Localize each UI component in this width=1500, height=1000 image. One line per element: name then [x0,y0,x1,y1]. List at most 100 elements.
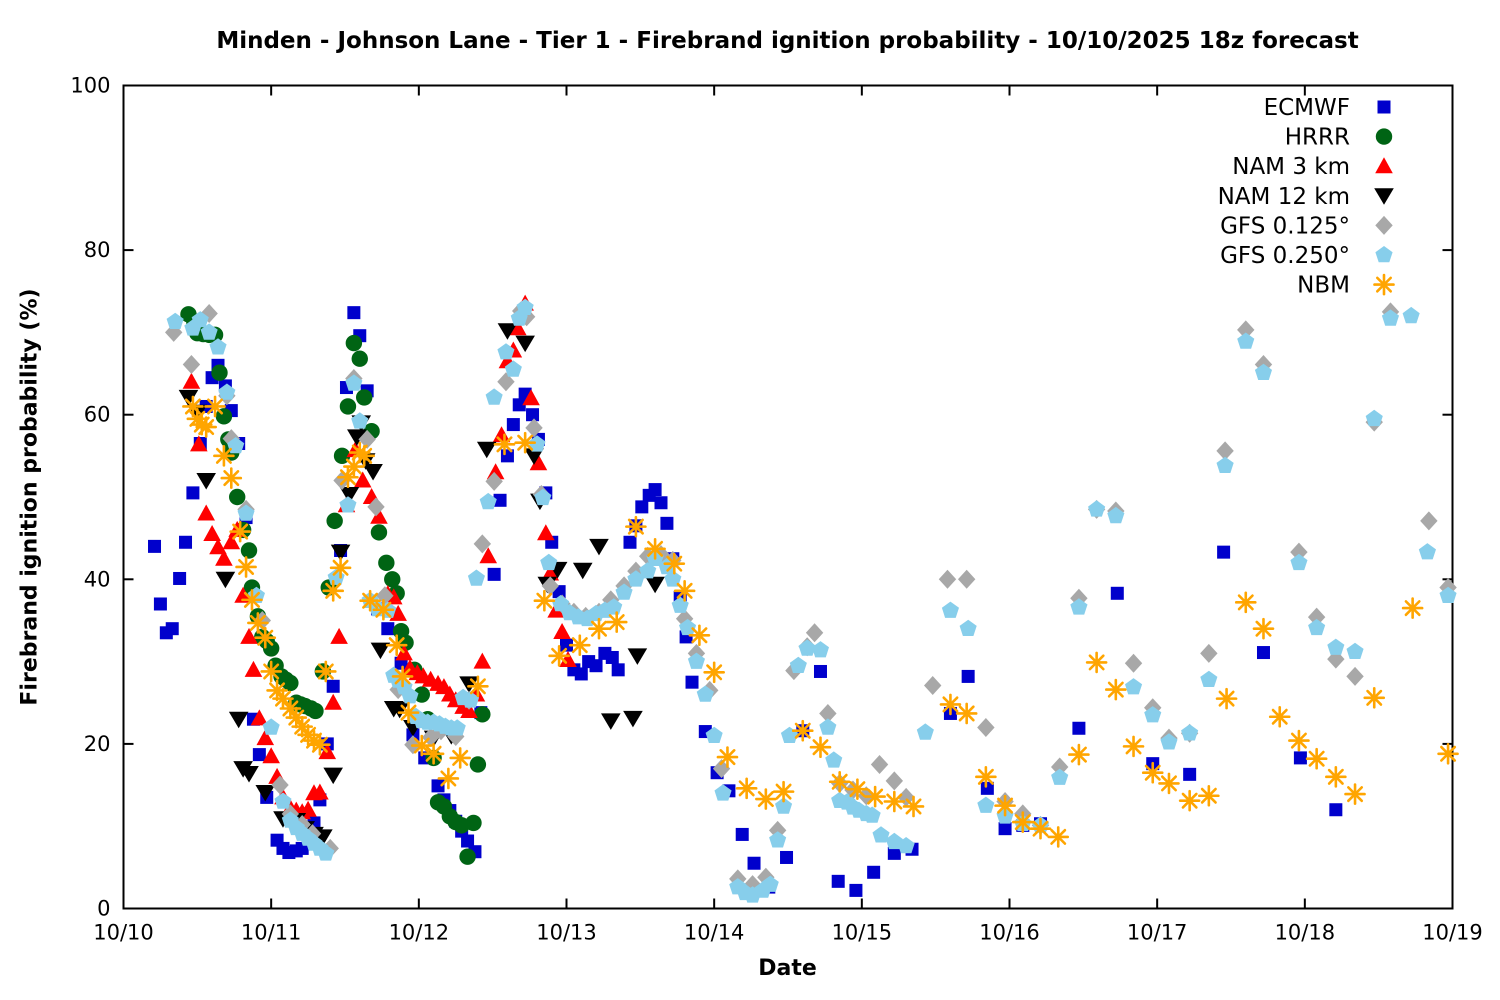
point-ecmwf [431,779,445,793]
point-nbm [1290,732,1307,749]
point-ecmwf [487,567,501,581]
point-ecmwf [813,664,827,678]
point-nbm [1088,654,1105,671]
point-gfs-0-250 [714,784,732,801]
point-gfs-0-125 [358,429,376,449]
point-gfs-0-250 [780,726,798,743]
point-gfs-0-250 [274,792,292,809]
point-hrrr [370,524,388,541]
point-gfs-0-250 [639,562,657,579]
point-ecmwf [623,535,637,549]
point-ecmwf [1293,751,1307,765]
point-nbm [325,582,342,599]
legend-label-nam-12-km: NAM 12 km [1218,184,1350,210]
point-gfs-0-125 [497,372,515,392]
point-nbm [1440,745,1457,762]
point-nbm [269,682,286,699]
point-gfs-0-125 [1237,320,1255,340]
x-tick-label: 10/19 [1422,921,1483,945]
point-nbm [757,791,774,808]
point-gfs-0-250 [1144,706,1162,723]
point-gfs-0-250 [977,796,995,813]
point-nam-12-km [370,642,391,660]
point-gfs-0-250 [516,298,534,315]
point-gfs-0-125 [271,775,289,795]
point-hrrr [282,674,299,692]
point-gfs-0-250 [479,492,497,510]
point-nbm [647,540,664,557]
point-gfs-0-125 [743,875,762,895]
point-nam-12-km [228,711,249,729]
point-gfs-0-250 [401,687,419,704]
point-nam-12-km [178,389,199,407]
x-tick-label: 10/11 [241,921,302,945]
x-tick-label: 10/13 [536,921,597,945]
point-nam-3-km [559,650,577,667]
point-gfs-0-250 [540,553,558,571]
point-nam-12-km [459,676,479,693]
point-nbm [676,582,693,599]
point-gfs-0-125 [602,590,620,610]
point-gfs-0-250 [664,570,682,587]
x-tick-label: 10/14 [684,921,745,945]
point-nbm [1070,746,1087,763]
point-gfs-0-250 [448,719,466,736]
point-gfs-0-125 [165,322,183,342]
point-nam-12-km [363,463,383,481]
point-gfs-0-250 [1254,363,1272,380]
point-nam-3-km [190,435,208,452]
point-gfs-0-125 [819,703,837,723]
point-gfs-0-250 [200,323,218,340]
point-nbm [775,783,792,800]
point-hrrr [326,512,343,530]
point-ecmwf [980,781,994,795]
point-nbm [886,793,903,810]
legend-label-gfs-0-250: GFS 0.250° [1220,243,1350,269]
point-gfs-0-125 [977,717,995,737]
x-tick-label: 10/17 [1127,921,1188,945]
point-gfs-0-250 [1051,768,1069,785]
point-ecmwf [512,398,526,412]
point-ecmwf [589,659,603,673]
point-gfs-0-125 [1200,643,1218,663]
point-gfs-0-125 [200,303,218,323]
point-nam-3-km [460,701,478,718]
point-nbm [394,668,411,685]
point-ecmwf [831,874,845,888]
point-nbm [1218,690,1235,707]
legend-marker-hrrr [1375,128,1393,145]
point-nbm [831,773,848,790]
point-gfs-0-250 [218,383,236,400]
point-gfs-0-125 [1346,666,1364,686]
point-gfs-0-250 [798,639,816,656]
point-nbm [571,637,588,654]
point-gfs-0-250 [534,488,552,506]
point-nam-12-km [339,487,360,504]
point-nbm [997,797,1014,814]
point-gfs-0-250 [1088,500,1106,517]
point-nbm [1107,681,1124,698]
point-gfs-0-250 [1160,733,1178,750]
point-gfs-0-250 [687,652,705,669]
point-ecmwf [1329,803,1343,817]
point-ecmwf [998,822,1012,836]
legend-marker-nam-12-km [1374,188,1394,205]
point-nam-12-km [239,766,259,783]
legend-marker-ecmwf [1377,100,1391,114]
y-tick-label: 20 [84,732,111,756]
point-ecmwf [1217,545,1231,559]
point-nbm [1125,738,1142,755]
point-nam-3-km [389,604,407,621]
point-nbm [249,614,266,631]
point-nam-3-km [384,588,403,605]
point-ecmwf [611,663,625,677]
point-ecmwf [648,483,662,497]
x-axis-label: Date [758,956,817,981]
point-hrrr [211,364,228,381]
point-hrrr [459,848,476,865]
point-nbm [1144,764,1161,781]
point-gfs-0-250 [1290,553,1308,571]
point-nam-3-km [370,507,388,524]
point-hrrr [378,554,395,572]
point-nbm [440,770,457,787]
